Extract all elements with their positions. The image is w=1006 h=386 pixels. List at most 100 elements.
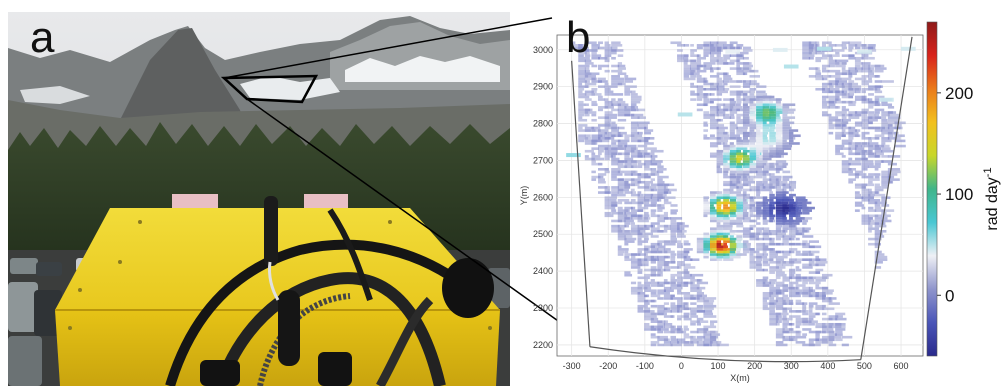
heatmap-cell (690, 294, 703, 298)
heatmap-cell (769, 279, 777, 282)
heatmap-cell (644, 155, 653, 158)
heatmap-cell (644, 315, 657, 318)
heatmap-cell (716, 129, 725, 132)
heatmap-cell (630, 258, 642, 262)
heatmap-cell (808, 317, 814, 321)
heatmap-cell (881, 170, 890, 174)
car (36, 262, 62, 276)
heatmap-cell (802, 54, 815, 57)
heatmap-cell (677, 315, 689, 318)
heatmap-cell (828, 49, 836, 52)
heatmap-cell (703, 103, 709, 107)
heatmap-cell (729, 175, 741, 179)
heatmap-cell (604, 214, 614, 218)
heatmap-cell (709, 206, 716, 210)
heatmap-cell (591, 137, 601, 140)
heatmap-cell (723, 152, 731, 156)
heatmap-cell (617, 82, 626, 86)
heatmap-cell (789, 206, 799, 210)
heatmap-cell (709, 75, 720, 78)
heatmap-cell (881, 196, 891, 200)
heatmap-cell (835, 59, 849, 63)
heatmap-cell (650, 325, 664, 329)
heatmap-cell (775, 304, 784, 308)
heatmap-cell (742, 180, 755, 184)
heatmap-cell (611, 129, 619, 132)
y-tick-label: 2800 (533, 119, 553, 129)
heatmap-cell (670, 307, 680, 311)
heatmap-cell (709, 113, 719, 117)
heatmap-cell (637, 229, 646, 233)
heatmap-cell (736, 211, 747, 215)
heatmap-cell (742, 121, 753, 125)
heatmap-cell (775, 260, 787, 264)
heatmap-cell (604, 111, 613, 114)
heatmap-cell (769, 211, 774, 215)
heatmap-cell (854, 44, 867, 47)
heatmap-cell (795, 227, 805, 231)
heatmap-cell (789, 139, 794, 143)
heatmap-cell (611, 131, 621, 135)
heatmap-cell (729, 108, 740, 112)
heatmap-cell (723, 193, 734, 197)
heatmap-cell (578, 116, 583, 119)
heatmap-cell (670, 222, 683, 225)
heatmap-cell (630, 178, 641, 181)
heatmap-cell (650, 291, 657, 295)
heatmap-cell (644, 227, 649, 231)
heatmap-cell (604, 44, 611, 47)
connector (278, 290, 300, 366)
heatmap-cell (868, 75, 879, 78)
heatmap-cell (729, 217, 735, 220)
heatmap-cell (716, 111, 726, 114)
heatmap-cell (703, 98, 710, 101)
heatmap-cell (868, 196, 874, 200)
heatmap-cell (789, 224, 797, 228)
heatmap-cell (703, 235, 713, 238)
heatmap-cell (716, 237, 726, 241)
heatmap-cell (808, 312, 820, 316)
heatmap-cell (716, 258, 723, 262)
heatmap-cell (630, 103, 637, 107)
heatmap-cell (795, 279, 802, 282)
heatmap-cell (611, 64, 620, 68)
heatmap-cell (769, 281, 776, 285)
heatmap-cell (736, 199, 749, 202)
heatmap-cell (795, 320, 809, 323)
heatmap-cell (756, 129, 761, 132)
heatmap-cell (696, 328, 709, 331)
heatmap-cell (874, 201, 888, 205)
heatmap-cell (611, 168, 621, 171)
heatmap-cell (874, 224, 887, 228)
heatmap-cell (861, 214, 870, 218)
heatmap-cell (578, 64, 590, 68)
heatmap-cell (775, 250, 784, 254)
heatmap-cell (775, 322, 780, 326)
heatmap-cell (584, 111, 597, 114)
heatmap-cell (828, 116, 839, 119)
heatmap-cell (782, 253, 791, 256)
heatmap-cell (578, 85, 589, 88)
heatmap-cell (716, 103, 726, 107)
heatmap-cell (775, 266, 786, 269)
heatmap-cell (637, 281, 642, 285)
x-tick-label: 600 (894, 361, 909, 371)
heatmap-cell (821, 299, 832, 303)
heatmap-cell (663, 310, 672, 313)
heatmap-cell (742, 204, 756, 207)
heatmap-cell (782, 170, 791, 174)
heatmap-cell (584, 157, 595, 161)
heatmap-cell (650, 335, 660, 339)
heatmap-cell (729, 219, 743, 223)
heatmap-cell (802, 240, 808, 243)
heatmap-cell (578, 87, 585, 91)
heatmap-cell (663, 263, 670, 267)
heatmap-cell (815, 330, 826, 334)
heatmap-cell (578, 54, 584, 57)
heatmap-cell (584, 90, 594, 94)
heatmap-cell (835, 106, 841, 109)
heatmap-cell (782, 178, 790, 181)
heatmap-cell (762, 281, 772, 285)
heatmap-cell (795, 310, 806, 313)
